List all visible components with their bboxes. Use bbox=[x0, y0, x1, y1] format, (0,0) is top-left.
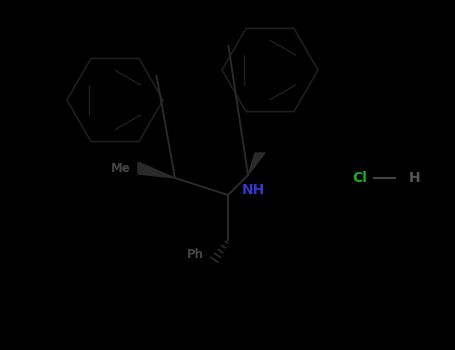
Text: H: H bbox=[409, 171, 420, 185]
Text: Cl: Cl bbox=[353, 171, 368, 185]
Polygon shape bbox=[138, 162, 175, 178]
Text: NH: NH bbox=[242, 183, 265, 197]
Polygon shape bbox=[248, 153, 265, 175]
Text: Ph: Ph bbox=[187, 248, 203, 261]
Text: Me: Me bbox=[111, 161, 131, 175]
